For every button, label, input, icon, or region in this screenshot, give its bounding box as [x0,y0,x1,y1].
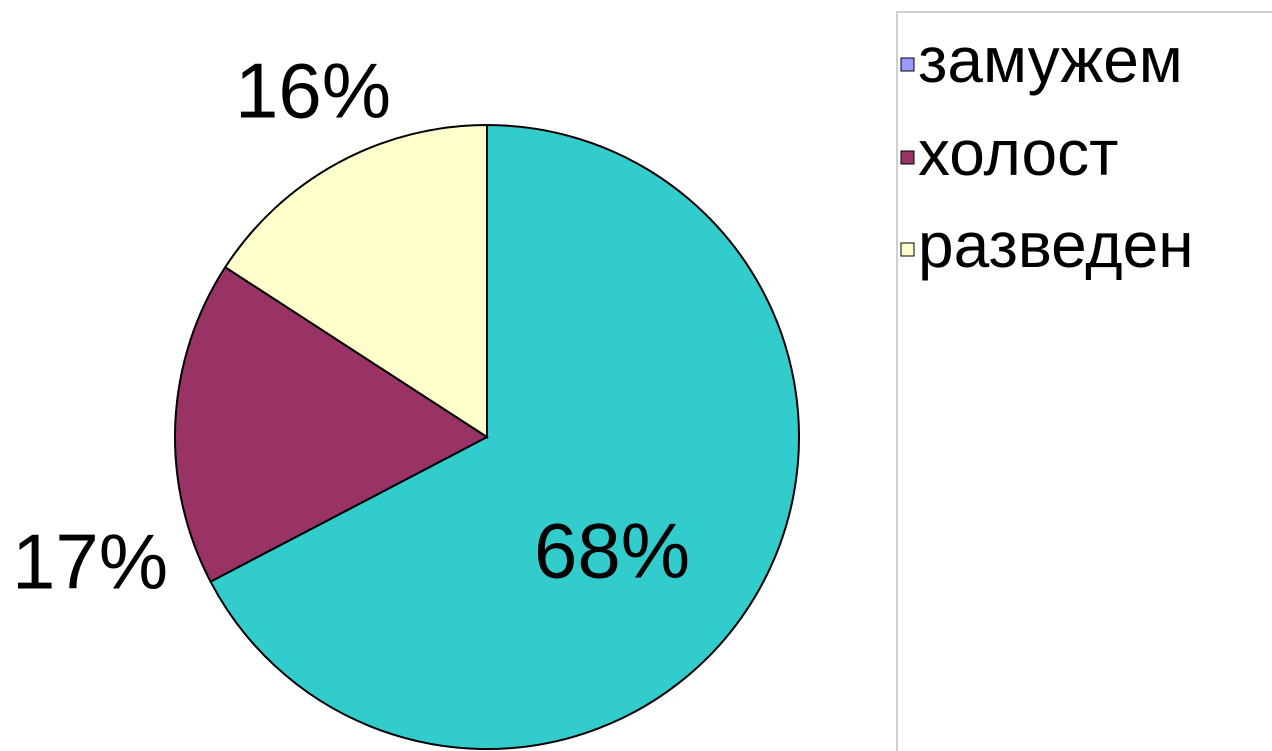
data-label-3: 16% [235,47,391,135]
legend-label-3: разведен [918,209,1194,281]
data-label-2: 17% [12,518,168,606]
pie-slice-3 [223,123,488,439]
pie-slice-2 [174,265,489,584]
legend: замужем холост разведен [900,24,1194,281]
legend-marker-3 [900,242,915,257]
pie-slices [174,123,800,750]
legend-marker-2 [900,150,915,165]
legend-marker-1 [900,57,915,72]
pie-slice-1 [209,123,800,750]
legend-box [896,11,1272,751]
legend-label-2: холост [918,117,1118,189]
legend-label-1: замужем [918,24,1183,96]
data-labels: 68% 17% 16% [12,47,690,606]
data-label-1: 68% [534,507,690,595]
